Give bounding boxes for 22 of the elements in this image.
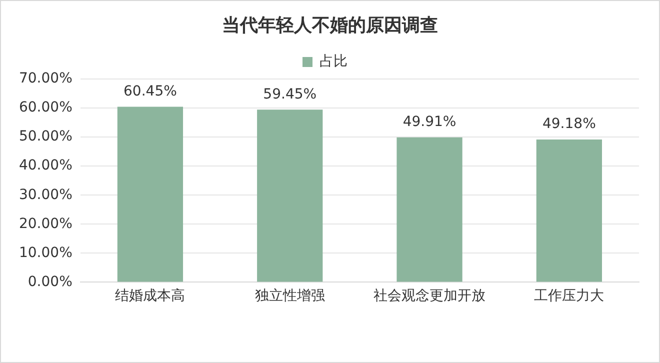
y-tick-label: 0.00% <box>28 274 72 290</box>
y-tick-label: 10.00% <box>18 244 72 261</box>
y-tick-label: 50.00% <box>18 128 72 145</box>
bar <box>117 106 184 282</box>
bar <box>396 137 462 282</box>
x-tick-label: 社会观念更加开放 <box>374 288 486 304</box>
text: 59.45% <box>263 86 317 102</box>
y-tick-label: 30.00% <box>18 186 72 203</box>
bar <box>536 139 602 282</box>
x-tick-label: 工作压力大 <box>534 288 604 304</box>
y-tick-label: 60.00% <box>18 100 72 116</box>
y-tick-label: 40.00% <box>18 158 72 174</box>
x-tick-label: 独立性增强 <box>254 288 325 304</box>
chart-title: 当代年轻人不婚的原因调查 <box>221 14 439 37</box>
y-tick-label: 20.00% <box>18 216 72 232</box>
y-tick-label: 70.00% <box>18 70 72 87</box>
bar <box>257 110 323 282</box>
text: 49.91% <box>402 114 456 130</box>
text: 60.45% <box>124 83 177 100</box>
x-tick-label: 结婚成本高 <box>115 288 186 304</box>
legend-label: 占比 <box>320 54 348 70</box>
text: 49.18% <box>542 116 596 132</box>
